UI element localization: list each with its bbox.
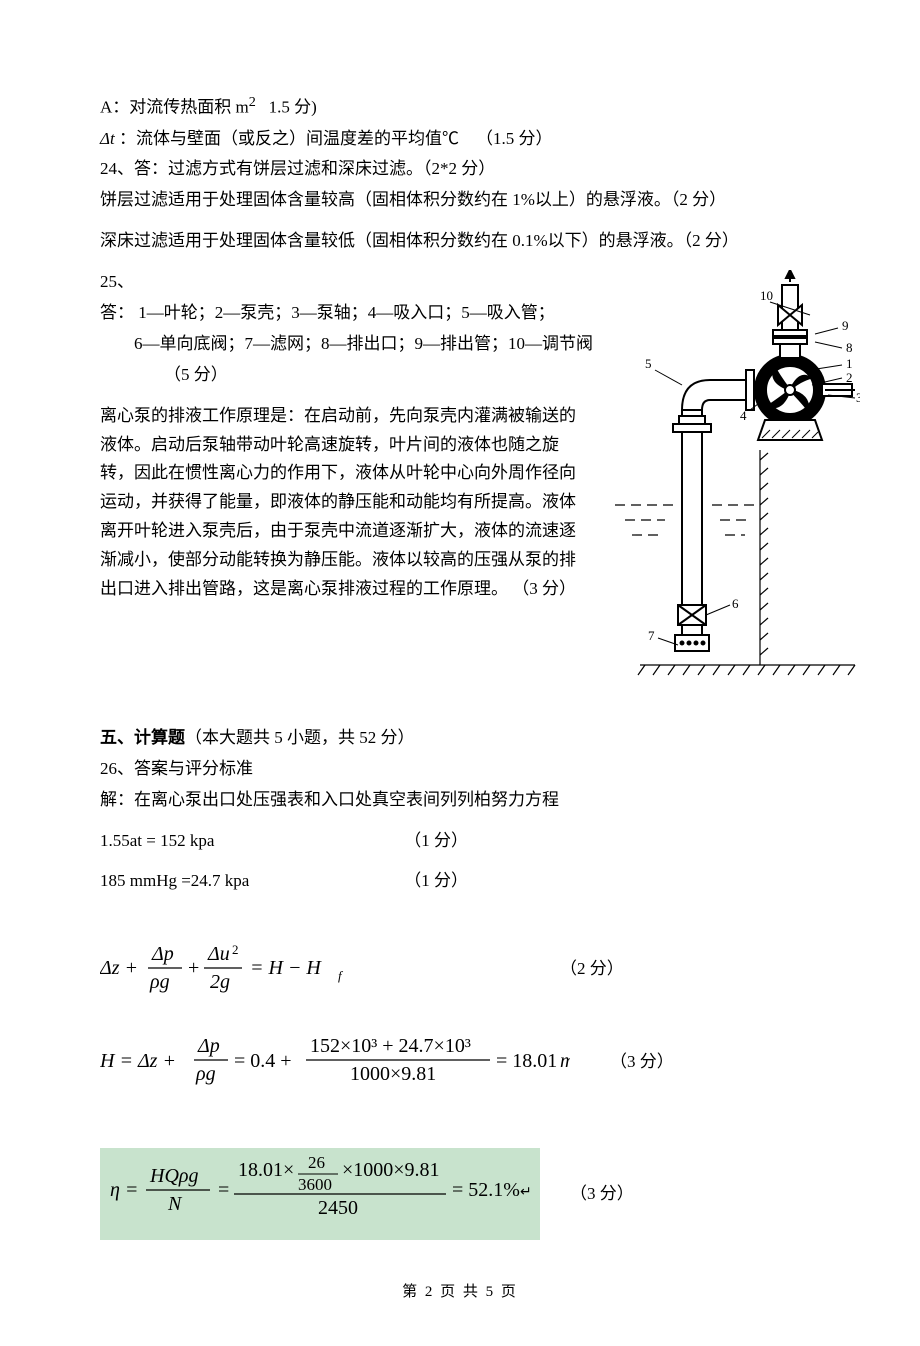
svg-text:6: 6: [732, 596, 739, 611]
svg-text:7: 7: [648, 628, 655, 643]
pump-diagram: 10 9 8 1 2 3 4 5 6 7: [610, 270, 860, 680]
svg-text:ρg: ρg: [195, 1063, 216, 1085]
conv2-left: 185 mmHg =24.7 kpa: [100, 867, 400, 896]
svg-text:8: 8: [846, 340, 853, 355]
conv2-score: （1 分）: [404, 871, 468, 890]
conv1-left: 1.55at = 152 kpa: [100, 827, 400, 856]
section5-paren: （本大题共 5 小题，共 52 分）: [185, 728, 415, 747]
svg-text:Δu: Δu: [207, 943, 230, 965]
svg-text:f: f: [338, 968, 344, 983]
svg-text:=: =: [218, 1179, 229, 1201]
q23-a-sup: 2: [249, 94, 256, 110]
q26-l2: 解：在离心泵出口处压强表和入口处真空表间列列柏努力方程: [100, 786, 820, 815]
q26-conv2: 185 mmHg =24.7 kpa （1 分）: [100, 867, 820, 896]
equation-1: Δz + Δp ρg + Δu 2 2g = H − H f （2 分）: [100, 942, 820, 996]
section5-title: 五、计算题: [100, 728, 185, 747]
q23-dt-text: ：流体与壁面（或反之）间温度差的平均值℃: [119, 129, 459, 148]
t-var: t: [110, 129, 115, 148]
q24-line2: 饼层过滤适用于处理固体含量较高（固相体积分数约在 1%以上）的悬浮液。（2 分）: [100, 186, 820, 215]
eq3-score: （3 分）: [570, 1180, 634, 1209]
eq2-svg: H = Δz + Δp ρg = 0.4 + 152×10³ + 24.7×10…: [100, 1034, 570, 1090]
section5-heading: 五、计算题（本大题共 5 小题，共 52 分）: [100, 724, 820, 753]
svg-text:= H − H: = H − H: [250, 957, 322, 979]
q23-line-dt: Δt ：流体与壁面（或反之）间温度差的平均值℃ （1.5 分）: [100, 125, 820, 154]
svg-text:152×10³ + 24.7×10³: 152×10³ + 24.7×10³: [310, 1035, 471, 1057]
q24-line1: 24、答：过滤方式有饼层过滤和深床过滤。（2*2 分）: [100, 155, 820, 184]
svg-text:= 18.01: = 18.01: [496, 1050, 557, 1072]
pump-svg: 10 9 8 1 2 3 4 5 6 7: [610, 270, 860, 680]
svg-text:9: 9: [842, 318, 849, 333]
q23-a-score: 1.5 分): [269, 98, 317, 117]
svg-text:Δz +: Δz +: [100, 957, 138, 979]
equation-3-box: η = HQρg N = 18.01× 26 3600 ×1000×9.81 2…: [100, 1148, 540, 1240]
svg-text:ρg: ρg: [149, 971, 170, 993]
svg-text:4: 4: [740, 408, 747, 423]
q23-dt-score: （1.5 分）: [476, 129, 553, 148]
q23-line-a: A：对流传热面积 m2 1.5 分): [100, 90, 820, 123]
svg-text:HQρg: HQρg: [149, 1165, 199, 1187]
q24-line3: 深床过滤适用于处理固体含量较低（固相体积分数约在 0.1%以下）的悬浮液。（2 …: [100, 227, 820, 256]
svg-text:= 0.4 +: = 0.4 +: [234, 1050, 292, 1072]
svg-text:Δp: Δp: [151, 943, 174, 965]
eq1-score: （2 分）: [560, 955, 624, 984]
svg-text:1: 1: [846, 356, 853, 371]
eq3-svg: η = HQρg N = 18.01× 26 3600 ×1000×9.81 2…: [110, 1154, 530, 1224]
svg-text:+: +: [188, 957, 199, 979]
svg-text:2: 2: [846, 370, 853, 385]
svg-text:×1000×9.81: ×1000×9.81: [342, 1159, 440, 1181]
eq1-svg: Δz + Δp ρg + Δu 2 2g = H − H f: [100, 942, 360, 996]
svg-text:18.01×: 18.01×: [238, 1159, 294, 1181]
svg-text:5: 5: [645, 356, 652, 371]
q23-a-text: A：对流传热面积 m: [100, 98, 249, 117]
svg-text:Δp: Δp: [197, 1035, 220, 1057]
svg-text:N: N: [167, 1193, 183, 1215]
svg-text:2g: 2g: [210, 971, 230, 993]
delta-symbol: Δ: [100, 129, 110, 148]
svg-text:2450: 2450: [318, 1197, 358, 1219]
svg-text:1000×9.81: 1000×9.81: [350, 1063, 436, 1085]
conv1-score: （1 分）: [404, 831, 468, 850]
svg-text:η =: η =: [110, 1179, 138, 1201]
eq2-score: （3 分）: [610, 1048, 674, 1077]
q26-l1: 26、答案与评分标准: [100, 755, 820, 784]
equation-3-row: η = HQρg N = 18.01× 26 3600 ×1000×9.81 2…: [100, 1148, 820, 1240]
svg-text:3: 3: [856, 390, 860, 405]
svg-text:2: 2: [232, 942, 239, 957]
equation-2: H = Δz + Δp ρg = 0.4 + 152×10³ + 24.7×10…: [100, 1034, 820, 1090]
svg-text:3600: 3600: [298, 1175, 332, 1194]
q26-conv1: 1.55at = 152 kpa （1 分）: [100, 827, 820, 856]
svg-text:10: 10: [760, 288, 773, 303]
svg-text:= 52.1%: = 52.1%: [452, 1179, 520, 1201]
svg-text:H = Δz +: H = Δz +: [100, 1050, 176, 1072]
q25-paragraph: 离心泵的排液工作原理是：在启动前，先向泵壳内灌满被输送的液体。启动后泵轴带动叶轮…: [100, 402, 580, 604]
svg-text:m: m: [560, 1050, 570, 1072]
svg-text:↵: ↵: [520, 1185, 530, 1200]
svg-text:26: 26: [308, 1154, 325, 1172]
